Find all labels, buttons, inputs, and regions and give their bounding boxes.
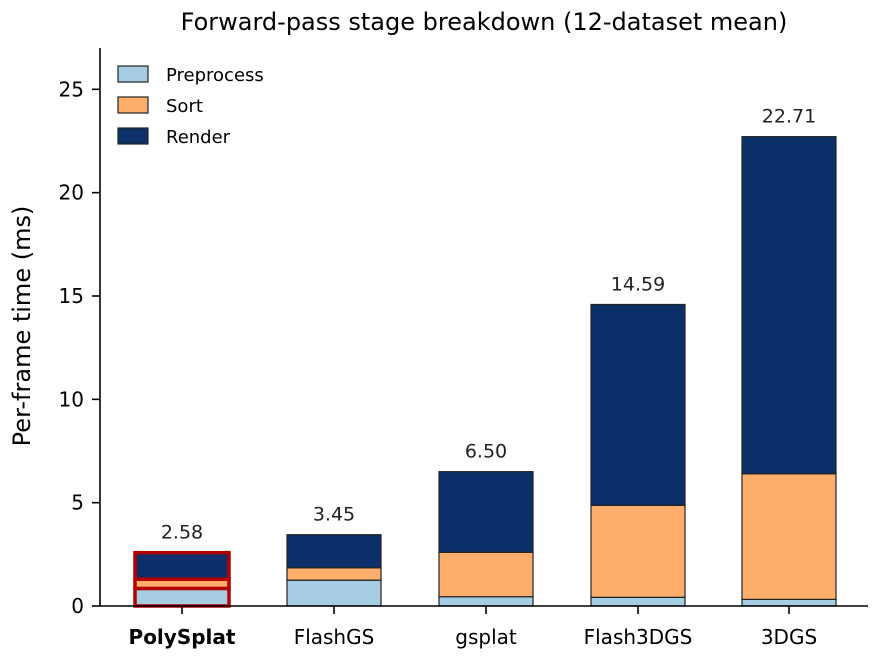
bar-segment-preprocess-polysplat [133,586,231,608]
bar-total-label-flash3dgs: 14.59 [611,273,665,295]
x-tick-label-polysplat: PolySplat [129,625,236,649]
chart-title: Forward-pass stage breakdown (12-dataset… [181,8,788,36]
bar-segment-preprocess-flash3dgs [590,596,686,607]
bar-segment-render-polysplat [133,550,231,581]
legend-label-render: Render [166,127,231,148]
bar-segment-sort-gsplat [438,551,534,598]
legend-label-sort: Sort [166,96,203,117]
legend-swatch-render [117,127,149,145]
legend-swatch-preprocess [117,65,149,83]
y-tick-label: 0 [71,594,84,618]
x-tick-label-gsplat: gsplat [455,625,517,649]
bar-segment-sort-flash3dgs [590,504,686,598]
axes-layer: 0 5 10 15 20 25 PolySplat FlashGS gsplat Flash3DG… [59,48,868,649]
x-tick-label-3dgs: 3DGS [761,625,817,649]
bar-segment-preprocess-flashgs [286,579,382,607]
x-tick-label-flashgs: FlashGS [294,625,375,649]
y-tick-label: 5 [71,491,84,515]
y-tick-label: 25 [59,77,84,101]
y-tick-label: 10 [59,387,84,411]
bar-segment-preprocess-3dgs [741,598,837,607]
bar-total-label-flashgs: 3.45 [313,504,355,526]
legend-label-preprocess: Preprocess [166,65,264,86]
x-tick-label-flash3dgs: Flash3DGS [584,625,693,649]
bar-segment-sort-flashgs [286,567,382,581]
bar-segment-render-gsplat [438,471,534,553]
legend-swatch-sort [117,96,149,114]
legend: Preprocess Sort Render [117,65,264,148]
y-tick-label: 15 [59,284,84,308]
bar-segment-sort-3dgs [741,473,837,600]
bar-segment-preprocess-gsplat [438,596,534,607]
bar-segment-render-flash3dgs [590,303,686,506]
bar-total-label-gsplat: 6.50 [465,441,507,463]
bar-total-label-3dgs: 22.71 [762,106,816,128]
y-axis-label: Per-frame time (ms) [8,206,36,447]
bars-layer: 2.58 3.45 6.50 14.59 22.71 [133,106,837,608]
y-tick-label: 20 [59,181,84,205]
bar-segment-render-flashgs [286,534,382,569]
bar-total-label-polysplat: 2.58 [161,522,203,544]
bar-segment-render-3dgs [741,136,837,475]
